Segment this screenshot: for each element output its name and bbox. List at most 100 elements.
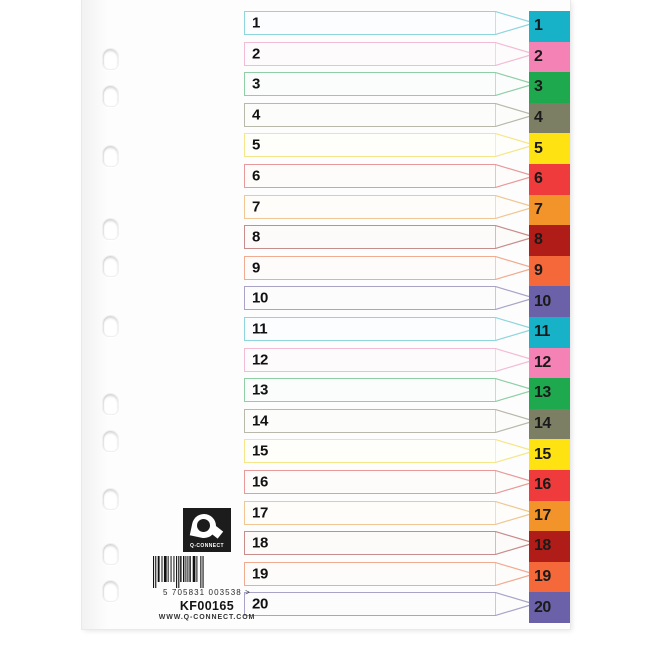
- divider-row: 20: [244, 592, 537, 617]
- row-number: 20: [252, 595, 269, 613]
- divider-tab: 6: [529, 164, 570, 195]
- row-label-box: 10: [244, 286, 496, 311]
- row-label-box: 11: [244, 317, 496, 341]
- divider-row: 17: [244, 500, 537, 525]
- divider-row: 13: [244, 378, 537, 403]
- row-number: 3: [252, 75, 261, 93]
- row-label-box: 18: [244, 531, 496, 556]
- tab-number: 16: [534, 476, 551, 494]
- divider-tab: 2: [529, 41, 570, 73]
- divider-tab: 7: [529, 194, 570, 226]
- divider-row: 5: [244, 133, 537, 158]
- tab-number: 20: [534, 598, 551, 616]
- tab-number: 9: [534, 262, 543, 280]
- row-label-box: 20: [244, 592, 496, 617]
- row-number: 16: [252, 473, 269, 491]
- website-url: WWW.Q-CONNECT.COM: [158, 614, 256, 621]
- tab-number: 15: [534, 445, 551, 463]
- tab-number: 4: [534, 109, 543, 127]
- logo-wordmark: Q-CONNECT: [190, 543, 224, 549]
- row-label-box: 19: [244, 561, 496, 586]
- barcode-digits: 5 705831 003538 >: [163, 588, 251, 597]
- punch-hole: [102, 85, 119, 107]
- divider-row: 6: [244, 164, 537, 188]
- tab-number: 5: [534, 139, 543, 157]
- divider-row: 2: [244, 41, 537, 66]
- row-label-box: 5: [244, 133, 496, 158]
- divider-row: 9: [244, 255, 537, 280]
- punch-hole: [102, 488, 119, 510]
- product-code: KF00165: [179, 599, 235, 613]
- divider-row: 16: [244, 470, 537, 494]
- row-number: 5: [252, 136, 261, 154]
- punch-hole: [102, 543, 119, 565]
- tab-number: 12: [534, 353, 551, 371]
- row-number: 12: [252, 351, 269, 369]
- divider-tab: 1: [529, 11, 570, 42]
- tab-number: 11: [534, 323, 550, 341]
- divider-row: 19: [244, 561, 537, 586]
- divider-tab: 9: [529, 255, 570, 287]
- punch-hole: [102, 218, 119, 240]
- divider-row: 11: [244, 317, 537, 341]
- punch-hole: [102, 145, 119, 167]
- punch-hole: [102, 393, 119, 415]
- tab-number: 3: [534, 78, 543, 96]
- divider-row: 18: [244, 531, 537, 556]
- row-number: 19: [252, 565, 269, 583]
- divider-tab: 5: [529, 133, 570, 164]
- divider-tab: 8: [529, 225, 570, 256]
- tab-number: 1: [534, 17, 543, 35]
- barcode-icon: [153, 556, 204, 588]
- divider-row-list: 1 2 3 4 5 6 7 8 9 10 11 12 13 14 15 16 17 18 19 20: [244, 11, 537, 623]
- tab-number: 17: [534, 506, 551, 524]
- row-number: 11: [252, 320, 268, 338]
- row-number: 13: [252, 381, 269, 399]
- tab-number: 2: [534, 47, 543, 65]
- row-label-box: 4: [244, 102, 496, 127]
- punch-hole: [102, 48, 119, 70]
- row-number: 18: [252, 534, 269, 552]
- row-number: 14: [252, 412, 269, 430]
- row-number: 9: [252, 259, 261, 277]
- logo-q-counter-shape: [197, 519, 210, 532]
- divider-tab: 13: [529, 378, 570, 409]
- divider-tab: 15: [529, 439, 570, 470]
- divider-row: 10: [244, 286, 537, 311]
- tab-number: 18: [534, 537, 551, 555]
- row-label-box: 14: [244, 408, 496, 433]
- row-number: 6: [252, 167, 261, 185]
- punch-hole: [102, 315, 119, 337]
- tab-number: 10: [534, 292, 551, 310]
- row-number: 8: [252, 228, 261, 246]
- row-number: 2: [252, 45, 261, 63]
- row-label-box: 17: [244, 500, 496, 525]
- tab-number: 7: [534, 200, 543, 218]
- punch-hole: [102, 430, 119, 452]
- punch-hole: [102, 580, 119, 602]
- divider-tab: 18: [529, 531, 570, 562]
- tab-number: 6: [534, 170, 543, 188]
- divider-tab: 3: [529, 72, 570, 103]
- row-number: 10: [252, 289, 269, 307]
- row-number: 4: [252, 106, 261, 124]
- divider-row: 15: [244, 439, 537, 464]
- tab-number: 14: [534, 415, 551, 433]
- divider-row: 4: [244, 102, 537, 127]
- divider-tab: 17: [529, 500, 570, 532]
- tab-number: 13: [534, 384, 551, 402]
- divider-tab: 12: [529, 347, 570, 379]
- row-label-box: 13: [244, 378, 496, 403]
- divider-row: 7: [244, 194, 537, 219]
- divider-row: 8: [244, 225, 537, 250]
- row-number: 7: [252, 198, 261, 216]
- divider-tab: 14: [529, 408, 570, 440]
- divider-row: 12: [244, 347, 537, 372]
- branding-block: Q-CONNECT 5 705831 003538 > KF00165 WWW.…: [142, 508, 272, 621]
- divider-row: 14: [244, 408, 537, 433]
- row-label-box: 9: [244, 255, 496, 280]
- divider-tab-list: 1 2 3 4 5 6 7 8 9 10 11 12 13 14 15 16 17 18 19 20: [529, 11, 574, 623]
- divider-row: 1: [244, 11, 537, 35]
